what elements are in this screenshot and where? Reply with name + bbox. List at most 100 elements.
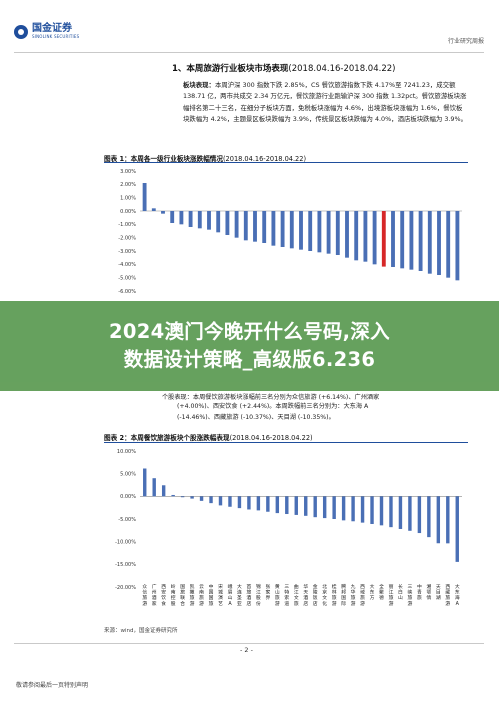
bar: [170, 211, 175, 223]
bar: [266, 496, 270, 512]
bar: [455, 211, 460, 281]
x-tick-label: 全聚德: [379, 583, 384, 601]
x-tick-label: 云南旅游: [199, 584, 204, 607]
bar: [247, 496, 251, 510]
bar: [398, 496, 403, 529]
bar: [234, 211, 239, 238]
company-name-cn: 国金证券: [32, 23, 72, 34]
bar: [370, 496, 374, 524]
bar: [335, 211, 340, 255]
company-logo: 国金证券 SINOLINK SECURITIES: [14, 24, 79, 40]
y-tick-label: -6.00%: [118, 289, 136, 295]
bar: [142, 183, 147, 211]
industry-performance-chart: 3.00% 2.00% 1.00% 0.00% -1.00% -2.00% -3.00% -4…: [118, 169, 462, 295]
x-tick-label: 长白山: [398, 583, 403, 601]
bar: [280, 211, 285, 247]
x-tick-label: 首旅酒店: [247, 583, 252, 607]
bar: [391, 211, 395, 267]
x-tick-label: 天目湖: [436, 584, 441, 601]
bar: [171, 494, 175, 497]
x-tick-label: 广州酒家: [152, 583, 157, 607]
bar: [427, 496, 431, 538]
bar: [427, 211, 432, 274]
bar: [381, 211, 386, 267]
bar: [418, 211, 423, 271]
y-tick-label: 10.00%: [117, 449, 136, 455]
x-tick-label: 国旅联合: [180, 584, 185, 607]
bar: [143, 468, 147, 497]
partial-line-2: (+4.00%)、西安饮食 (+2.44%)。本周跌幅前三名分别为：大东海 A: [177, 403, 369, 410]
bar: [332, 496, 336, 519]
x-tick-label: 锦江股份: [256, 583, 261, 607]
x-tick-label: 西藏旅游: [445, 584, 450, 607]
y-tick-label: -10.00%: [115, 539, 136, 545]
x-tick-label: 大东海 A: [455, 583, 460, 607]
bar: [326, 211, 331, 254]
figure2-date-range: (2018.04.16-2018.04.22): [229, 434, 313, 442]
y-tick-label: 0.00%: [120, 209, 136, 215]
bar: [199, 496, 204, 501]
bar: [299, 211, 303, 250]
bar: [161, 485, 166, 497]
x-tick-label: 中国国旅: [209, 583, 214, 607]
x-tick-label: 峨眉山 A: [228, 583, 233, 607]
figure1-title: 图表 1：本周各一级行业板块涨跌幅情况(2018.04.16-2018.04.2…: [104, 153, 306, 163]
y-tick-label: -5.00%: [118, 517, 136, 523]
bar: [341, 496, 346, 521]
y-tick-label: 5.00%: [120, 471, 136, 477]
footer-disclaimer: 敬请参阅最后一页特别声明: [16, 682, 89, 689]
figure2-title: 图表 2：本周餐饮旅游板块个股涨跌幅表现(2018.04.16-2018.04.…: [104, 432, 313, 442]
y-tick-label: 2.00%: [120, 182, 136, 188]
section-title: 1、本周旅游行业板块市场表现(2018.04.16-2018.04.22): [172, 62, 395, 74]
bar: [285, 496, 289, 515]
y-tick-label: 0.00%: [120, 494, 136, 500]
x-tick-label: 华天酒店: [303, 583, 308, 607]
y-tick-label: -20.00%: [115, 585, 136, 591]
bar: [446, 496, 450, 544]
performance-paragraph: 板块表现：本周沪深 300 指数下跌 2.85%，CS 餐饮旅游指数下跌 4.1…: [183, 80, 468, 126]
y-tick-label: 1.00%: [120, 195, 136, 201]
x-tick-label: 曲江文旅: [294, 583, 299, 607]
y-tick-label: -2.00%: [118, 235, 136, 241]
x-tick-label: 北京文化: [322, 583, 327, 607]
figure1-label: 图表 1：本周各一级行业板块涨跌幅情况: [104, 155, 223, 163]
x-tick-label: 中青旅: [417, 583, 422, 601]
bar: [354, 211, 359, 261]
bar: [345, 211, 349, 258]
bar: [289, 211, 294, 249]
x-tick-label: 九华旅游: [351, 583, 356, 607]
bar: [372, 211, 377, 265]
bar: [190, 496, 194, 499]
bar: [313, 496, 317, 518]
x-tick-label: 三峡旅游: [408, 584, 413, 607]
bar: [253, 211, 257, 242]
bar: [379, 496, 384, 526]
x-tick-label: 金陵饭店: [313, 583, 318, 607]
section-date-range: (2018.04.16-2018.04.22): [288, 64, 396, 74]
bar: [237, 496, 242, 509]
bar: [304, 496, 308, 516]
partial-line-1: 个股表现：本周餐饮旅游板块涨幅前三名分别为众信旅游 (+6.14%)、广州酒家: [162, 394, 380, 401]
bar: [363, 211, 368, 262]
bar: [197, 211, 202, 229]
y-tick-label: 3.00%: [120, 169, 136, 175]
stock-performance-chart: 10.00% 5.00% 0.00% -5.00% -10.00% -15.00% -20.…: [115, 449, 462, 607]
bar: [256, 496, 261, 511]
y-tick-label: -4.00%: [118, 262, 136, 268]
x-tick-label: 大连圣亚: [237, 583, 242, 607]
paragraph-lead: 板块表现：: [183, 81, 215, 89]
figure2-divider: [104, 442, 468, 443]
bar: [446, 211, 451, 278]
page-header: 国金证券 SINOLINK SECURITIES 行业研究周报: [14, 22, 484, 53]
bar: [437, 211, 441, 275]
bar: [360, 496, 365, 523]
source-note: 来源：wind，国金证券研究所: [104, 628, 178, 634]
bar: [188, 211, 193, 227]
bar: [228, 496, 232, 507]
x-tick-label: 众信旅游: [142, 584, 147, 607]
bar: [179, 211, 184, 225]
bar: [308, 211, 313, 251]
x-tick-label: 西域旅游: [360, 584, 365, 607]
bar: [218, 496, 223, 506]
page-number: - 2 -: [240, 646, 253, 654]
